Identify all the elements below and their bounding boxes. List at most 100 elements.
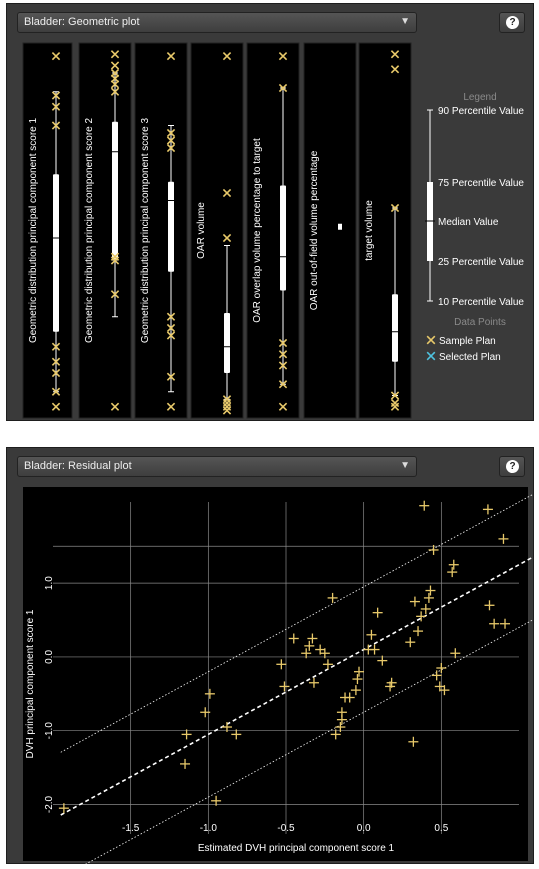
sample-plan-point xyxy=(439,685,450,696)
geometric-plot-panel: Bladder: Geometric plot ▼ ? Geometric di… xyxy=(6,3,534,421)
x-axis-label: Estimated DVH principal component score … xyxy=(198,843,395,854)
box-iqr xyxy=(168,181,174,272)
column-background xyxy=(78,42,132,419)
column-background xyxy=(358,42,412,419)
sample-plan-point xyxy=(409,596,420,607)
sample-plan-point xyxy=(180,758,191,769)
y-tick-label: 0.0 xyxy=(44,650,55,664)
lower-band-line xyxy=(85,619,533,864)
legend: Legend 90 Percentile Value 75 Percentile V… xyxy=(425,92,524,363)
column-background xyxy=(303,42,357,419)
sample-plan-point xyxy=(278,380,288,389)
sample-plan-point xyxy=(278,350,288,359)
sample-plan-point xyxy=(448,559,459,570)
sample-plan-point xyxy=(51,91,61,100)
sample-plan-point xyxy=(279,681,290,692)
sample-plan-point xyxy=(390,402,400,411)
column-label: Geometric distribution principal compone… xyxy=(84,118,95,344)
sample-plan-point xyxy=(390,391,400,400)
sample-plan-point xyxy=(110,402,120,411)
plot-select-dropdown[interactable]: Bladder: Residual plot ▼ xyxy=(17,456,417,477)
sample-plan-point xyxy=(110,50,120,59)
sample-plan-point xyxy=(335,722,346,733)
sample-plan-point xyxy=(110,80,120,89)
sample-plan-point xyxy=(482,504,493,515)
legend-label-p10: 10 Percentile Value xyxy=(438,297,524,308)
sample-plan-point xyxy=(344,692,355,703)
sample-plan-point xyxy=(51,121,61,130)
sample-plan-point xyxy=(304,640,315,651)
x-tick-label: 0.5 xyxy=(434,823,448,834)
sample-plan-point xyxy=(181,729,192,740)
sample-plan-point xyxy=(366,629,377,640)
box-iqr xyxy=(53,174,59,332)
sample-plan-point xyxy=(278,402,288,411)
box-iqr xyxy=(224,313,230,373)
sample-plan-point xyxy=(231,729,242,740)
box-iqr xyxy=(112,121,118,261)
column-background xyxy=(190,42,244,419)
sample-plan-point xyxy=(489,618,500,629)
sample-plan-point xyxy=(327,592,338,603)
sample-plan-point xyxy=(222,406,232,415)
column-label: OAR volume xyxy=(196,202,207,259)
sample-plan-point xyxy=(419,500,430,511)
sample-plan-point xyxy=(420,603,431,614)
box-iqr xyxy=(338,223,342,230)
sample-plan-point xyxy=(278,83,288,93)
sample-plan-point xyxy=(278,361,288,370)
sample-plan-point xyxy=(352,674,363,685)
sample-plan-point xyxy=(350,685,361,696)
sample-plan-point xyxy=(51,342,61,351)
help-button[interactable]: ? xyxy=(499,12,525,33)
sample-plan-point xyxy=(278,338,288,348)
sample-plan-point xyxy=(413,626,424,637)
sample-plan-point xyxy=(110,256,120,265)
legend-label-p75: 75 Percentile Value xyxy=(438,178,524,189)
y-axis-label: DVH principal component score 1 xyxy=(25,609,36,758)
chevron-down-icon: ▼ xyxy=(400,460,410,471)
column-label: OAR overlap volume percentage to target xyxy=(252,138,263,323)
legend-label-p90: 90 Percentile Value xyxy=(438,106,524,117)
sample-plan-point xyxy=(221,722,232,733)
sample-plan-point xyxy=(425,585,436,596)
sample-plan-point xyxy=(308,677,319,688)
y-tick-label: -2.0 xyxy=(44,795,55,813)
sample-plan-point xyxy=(222,51,232,61)
data-points-title: Data Points xyxy=(454,317,506,328)
box-column: Geometric distribution principal compone… xyxy=(22,42,73,419)
sample-plan-point xyxy=(211,795,222,806)
legend-title: Legend xyxy=(463,92,496,103)
column-label: Geometric distribution principal compone… xyxy=(28,118,39,344)
sample-plan-point xyxy=(390,203,400,213)
help-button[interactable]: ? xyxy=(499,456,525,477)
sample-plan-point xyxy=(166,136,176,145)
sample-plan-point xyxy=(110,61,120,70)
sample-plan-point xyxy=(222,233,232,243)
sample-plan-point xyxy=(330,729,341,740)
sample-plan-point xyxy=(322,659,333,670)
selected-plan-label: Selected Plan xyxy=(439,352,501,363)
sample-plan-point xyxy=(276,659,287,670)
sample-plan-point xyxy=(51,51,61,61)
sample-plan-point xyxy=(204,688,215,699)
sample-plan-point xyxy=(369,644,380,655)
residual-plot-chart: -1.5 -1.0 -0.5 0.0 0.5 -2.0 -1.0 0.0 1.0 Estimate… xyxy=(23,487,533,864)
box-column: OAR out-of-field volume percentage xyxy=(303,42,357,419)
dropdown-label: Bladder: Residual plot xyxy=(24,460,132,472)
box-column: Geometric distribution principal compone… xyxy=(134,42,188,419)
column-background xyxy=(22,42,73,419)
box-column: OAR volume xyxy=(190,42,244,419)
sample-plan-point xyxy=(431,670,442,681)
legend-label-p25: 25 Percentile Value xyxy=(438,257,524,268)
sample-plan-point xyxy=(408,736,419,747)
sample-plan-point xyxy=(301,648,312,659)
residual-plot-panel: Bladder: Residual plot ▼ ? -1.5 -1.0 -0.5 0… xyxy=(6,447,534,864)
chevron-down-icon: ▼ xyxy=(400,16,410,27)
x-tick-label: -1.0 xyxy=(200,823,218,834)
sample-plan-point xyxy=(166,51,176,61)
sample-plan-point xyxy=(200,707,211,718)
sample-plan-label: Sample Plan xyxy=(439,336,496,347)
plot-select-dropdown[interactable]: Bladder: Geometric plot ▼ xyxy=(17,12,417,33)
regression-line xyxy=(60,556,533,816)
